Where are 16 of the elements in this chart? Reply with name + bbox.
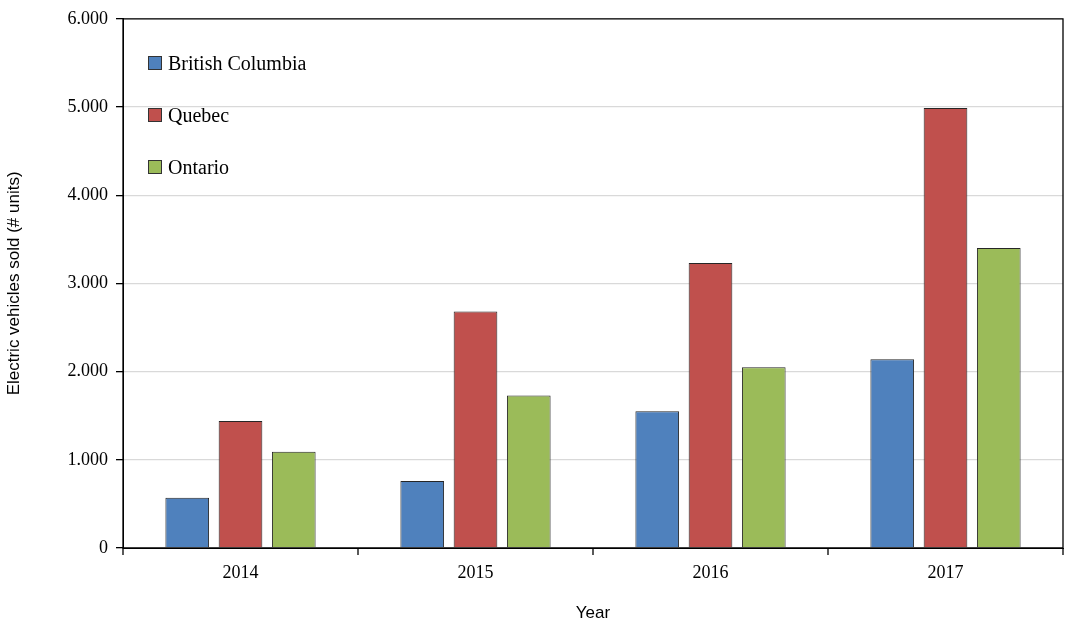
x-tick-label: 2014	[222, 561, 259, 582]
x-axis-title: Year	[575, 603, 611, 623]
x-tick-label: 2017	[927, 561, 964, 582]
y-axis-title: Electric vehicles sold (# units)	[3, 171, 23, 396]
y-tick-label: 6.000	[67, 7, 108, 28]
legend-label: British Columbia	[168, 51, 307, 75]
y-tick-label: 1.000	[67, 448, 108, 469]
x-tick-label: 2015	[457, 561, 494, 582]
y-tick-label: 5.000	[67, 95, 108, 116]
y-tick-label: 2.000	[67, 360, 108, 381]
legend-label: Ontario	[168, 155, 230, 179]
y-tick-label: 4.000	[67, 183, 108, 204]
legend-label: Quebec	[168, 103, 230, 127]
y-tick-label: 3.000	[67, 272, 108, 293]
y-tick-label: 0	[99, 536, 108, 557]
x-tick-label: 2016	[692, 561, 729, 582]
